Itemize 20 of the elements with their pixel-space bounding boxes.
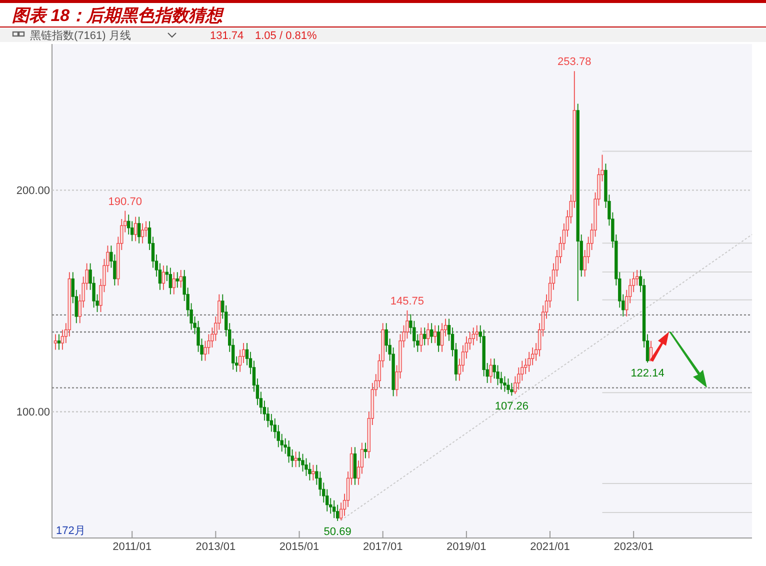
annotation: 172月 bbox=[56, 525, 86, 537]
text: 1.05 / 0.81% bbox=[255, 30, 317, 42]
x-tick-label: 2023/01 bbox=[614, 541, 654, 553]
x-tick-label: 2017/01 bbox=[362, 541, 403, 553]
chart-title: 图表 18：后期黑色指数猜想 bbox=[12, 6, 225, 25]
x-tick-label: 2015/01 bbox=[279, 541, 320, 553]
x-tick-label: 2013/01 bbox=[196, 541, 236, 553]
annotation: 145.75 bbox=[390, 295, 424, 308]
annotation: 50.69 bbox=[324, 526, 352, 538]
chart-subtitle: 黑链指数(7161) 月线 bbox=[30, 29, 131, 42]
x-tick-label: 2011/01 bbox=[112, 541, 152, 553]
x-tick-label: 2019/01 bbox=[446, 541, 486, 553]
y-tick-label: 200.00 bbox=[16, 185, 50, 198]
y-tick-label: 100.00 bbox=[16, 406, 50, 419]
x-tick-label: 2021/01 bbox=[530, 541, 570, 553]
text: 131.74 bbox=[210, 30, 244, 42]
annotation: 190.70 bbox=[108, 196, 142, 208]
annotation: 122.14 bbox=[630, 368, 664, 380]
annotation: 107.26 bbox=[494, 400, 529, 413]
annotation: 253.78 bbox=[558, 56, 592, 68]
